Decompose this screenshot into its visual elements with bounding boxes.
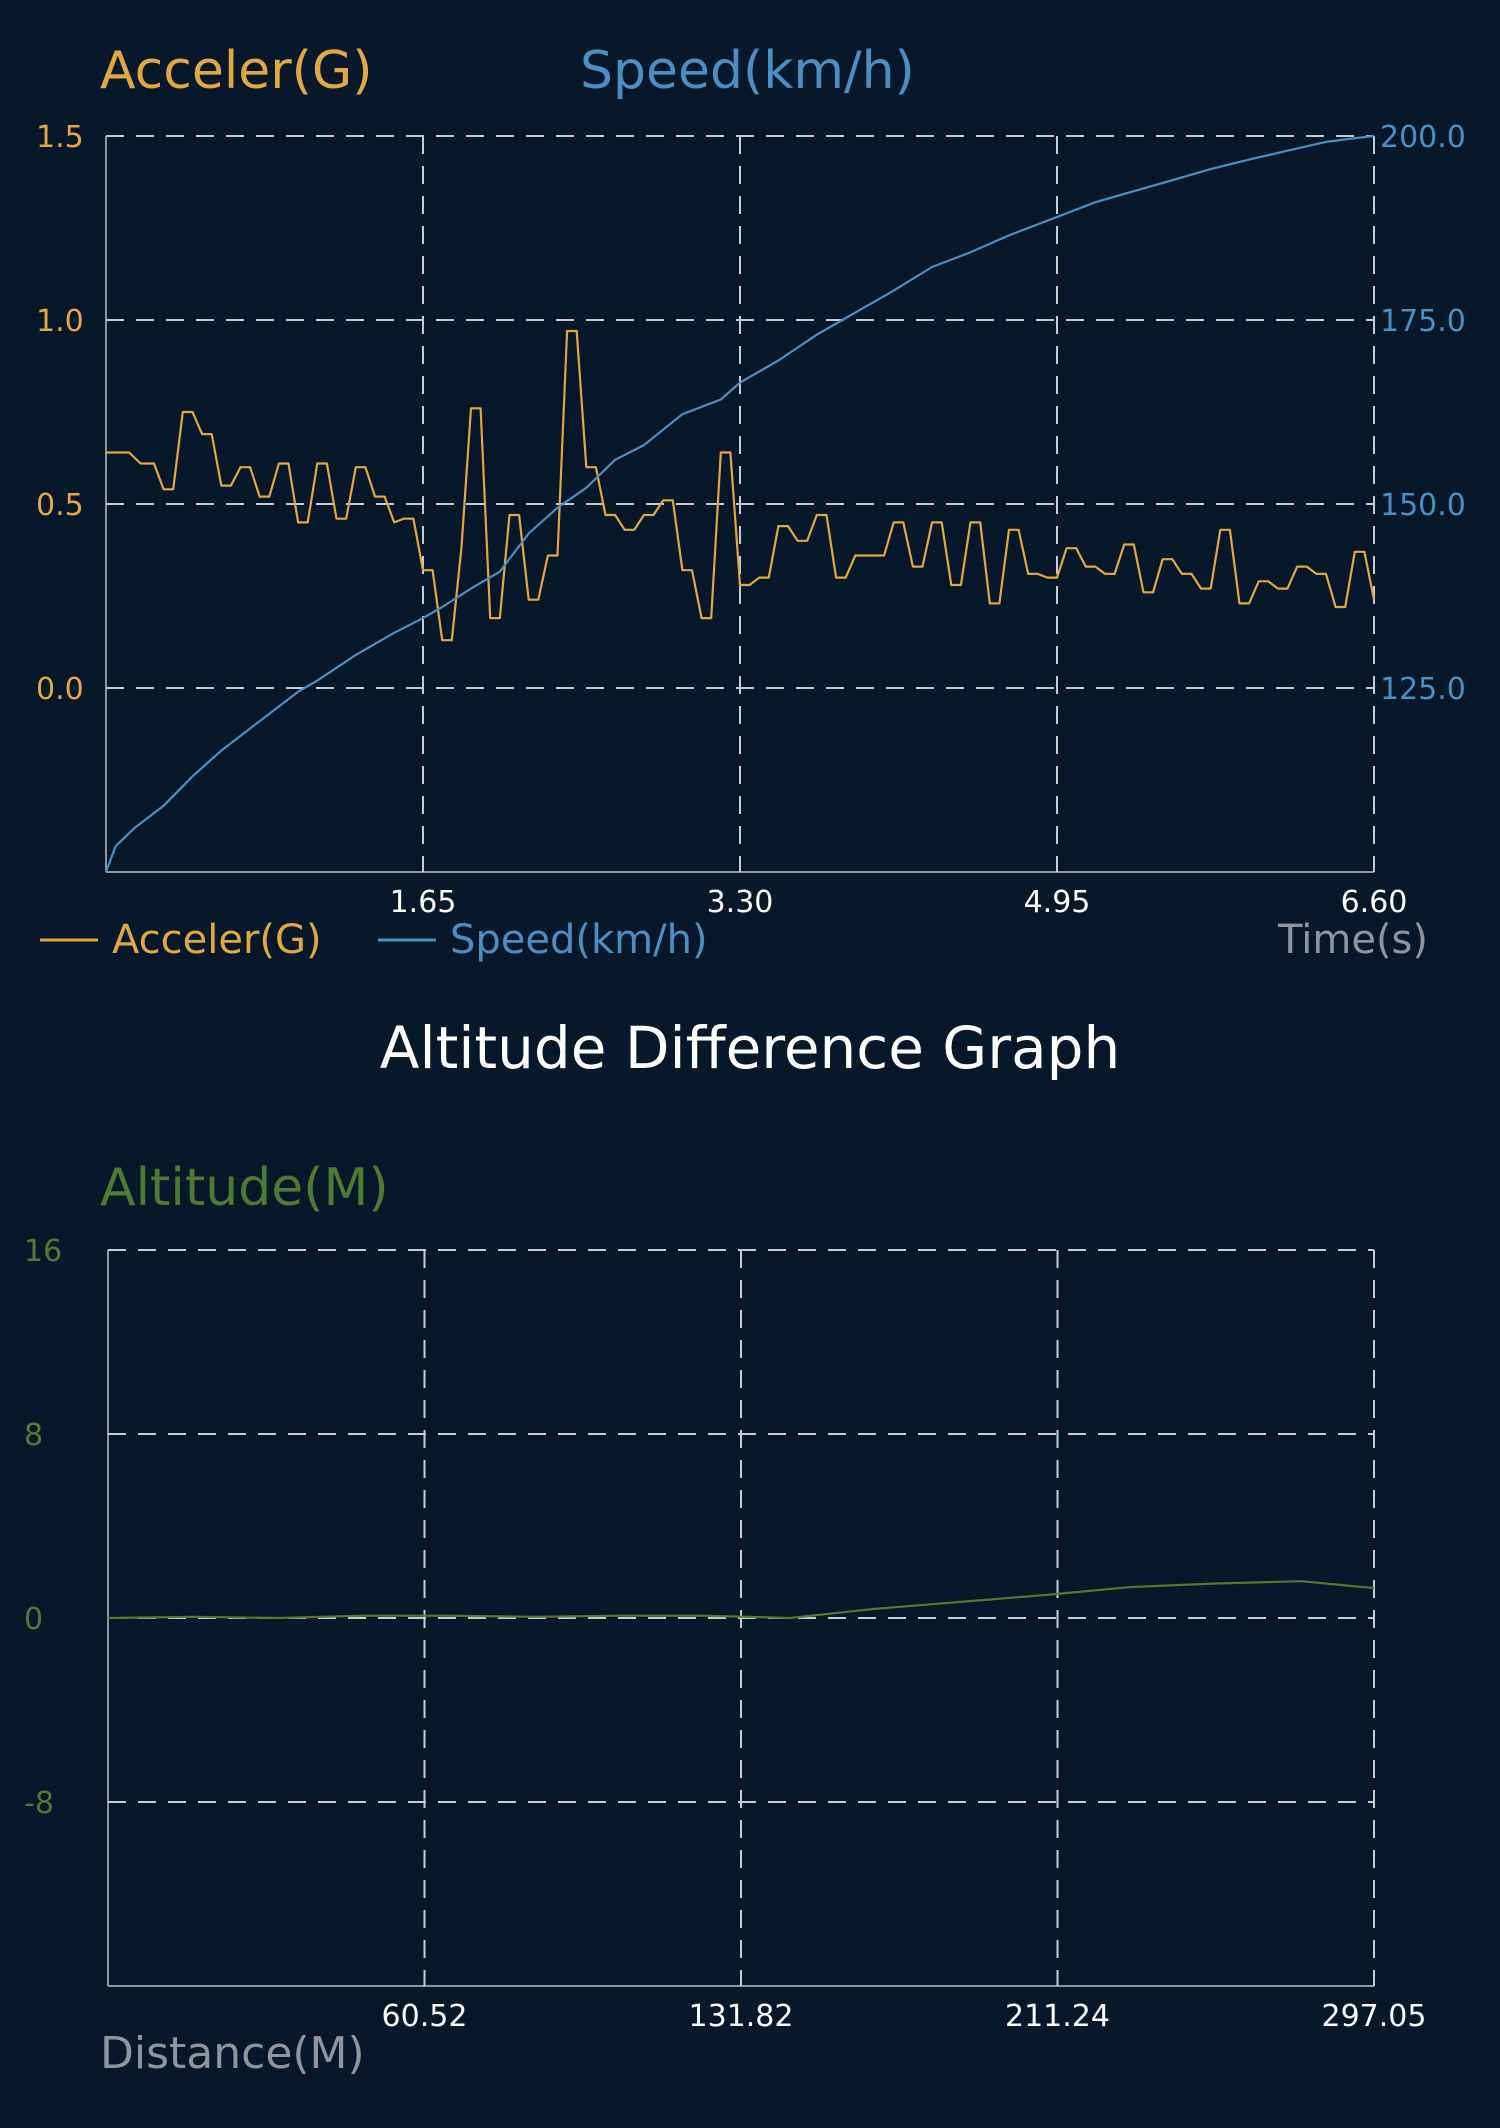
speed-tick-label: 200.0 <box>1380 120 1466 155</box>
altitude-series-line <box>107 1580 1375 1620</box>
altitude-axis-title: Altitude(M) <box>100 1158 389 1218</box>
speed-axis-title: Speed(km/h) <box>580 41 915 101</box>
speed-tick-label: 150.0 <box>1380 488 1466 523</box>
altitude-tick-label: 8 <box>24 1418 43 1453</box>
speed-tick-label: 125.0 <box>1380 672 1466 707</box>
distance-tick-label: 211.24 <box>1005 1999 1110 2034</box>
time-tick-label: 4.95 <box>1024 885 1091 920</box>
distance-tick-label: 60.52 <box>382 1999 468 2034</box>
accel-series-line <box>106 329 1376 642</box>
legend-accel-label: Acceler(G) <box>112 917 322 963</box>
chart2-series <box>107 1580 1375 1620</box>
chart1-series <box>104 134 1376 873</box>
chart2-ticks: 16 8 0 -8 60.52 131.82 211.24 297.05 <box>24 1234 1426 2034</box>
accel-axis-title: Acceler(G) <box>100 41 373 101</box>
speed-tick-label: 175.0 <box>1380 304 1466 339</box>
legend-speed-label: Speed(km/h) <box>450 917 708 963</box>
altitude-tick-label: -8 <box>24 1786 54 1821</box>
distance-axis-label: Distance(M) <box>100 2028 365 2079</box>
section-title: Altitude Difference Graph <box>380 1014 1120 1082</box>
chart1-grid <box>105 135 1375 873</box>
distance-tick-label: 131.82 <box>689 1999 794 2034</box>
chart1-ticks: 1.5 1.0 0.5 0.0 200.0 175.0 150.0 125.0 1.65 3.30… <box>36 120 1466 920</box>
speed-series-line <box>104 134 1375 873</box>
accel-tick-label: 1.0 <box>36 304 84 339</box>
distance-tick-label: 297.05 <box>1322 1999 1427 2034</box>
altitude-tick-label: 0 <box>24 1602 43 1637</box>
accel-tick-label: 0.5 <box>36 488 84 523</box>
time-tick-label: 3.30 <box>707 885 774 920</box>
altitude-tick-label: 16 <box>24 1234 62 1269</box>
time-tick-label: 6.60 <box>1341 885 1408 920</box>
time-axis-label: Time(s) <box>1277 917 1428 963</box>
accel-tick-label: 0.0 <box>36 672 84 707</box>
accel-tick-label: 1.5 <box>36 120 84 155</box>
time-tick-label: 1.65 <box>390 885 457 920</box>
